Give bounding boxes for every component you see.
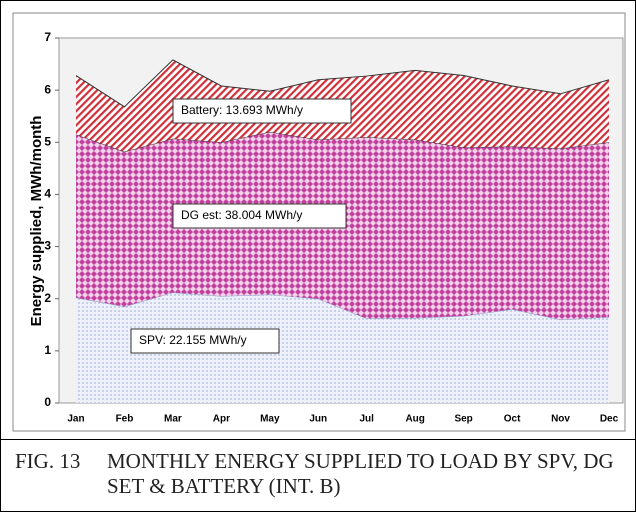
caption-text: MONTHLY ENERGY SUPPLIED TO LOAD BY SPV, …	[107, 449, 614, 498]
y-tick-label: 0	[44, 395, 51, 409]
figure-label: FIG. 13	[15, 449, 81, 473]
x-tick-label: Dec	[600, 414, 619, 425]
y-tick-label: 4	[44, 187, 51, 201]
chart: Energy supplied, MWh/month 0 1 2 3 4 5 6 7 Jan Fe…	[12, 12, 626, 432]
x-tick-label: Jul	[360, 414, 375, 425]
annotation: DG est: 38.004 MWh/y	[181, 208, 302, 222]
x-tick-label: Sep	[454, 414, 472, 425]
y-tick-label: 3	[44, 239, 51, 253]
x-tick-label: Mar	[164, 414, 182, 425]
y-tick-label: 1	[44, 343, 51, 357]
x-tick-label: Aug	[405, 414, 424, 425]
y-tick-label: 6	[44, 82, 51, 96]
x-tick-label: Apr	[213, 414, 230, 425]
area-edge	[75, 59, 610, 108]
x-tick-label: Nov	[551, 414, 570, 425]
x-tick-label: Oct	[504, 414, 521, 425]
x-tick-label: Jun	[309, 414, 327, 425]
caption: FIG. 13 MONTHLY ENERGY SUPPLIED TO LOAD …	[1, 439, 635, 511]
annotation-box	[130, 328, 280, 354]
annotation-box	[172, 98, 352, 124]
y-tick-label: 2	[44, 291, 51, 305]
x-tick-label: May	[260, 414, 280, 425]
y-tick-label: 7	[44, 30, 51, 44]
annotation-box	[172, 203, 347, 229]
x-tick-label: Jan	[67, 414, 84, 425]
annotation: Battery: 13.693 MWh/y	[181, 103, 303, 117]
y-tick-label: 5	[44, 134, 51, 148]
annotation: SPV: 22.155 MWh/y	[139, 333, 247, 347]
area	[76, 292, 609, 403]
y-axis-label: Energy supplied, MWh/month	[28, 116, 45, 327]
x-tick-label: Feb	[116, 414, 134, 425]
